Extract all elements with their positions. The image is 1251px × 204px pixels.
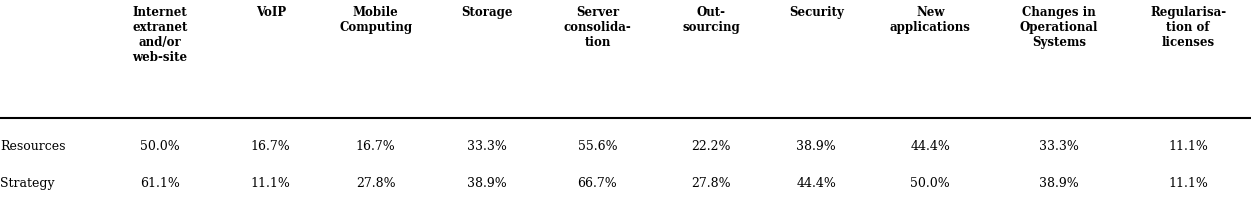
Text: 38.9%: 38.9% — [1040, 177, 1080, 190]
Text: 38.9%: 38.9% — [467, 177, 507, 190]
Text: 44.4%: 44.4% — [911, 140, 951, 153]
Text: 11.1%: 11.1% — [250, 177, 290, 190]
Text: Out-
sourcing: Out- sourcing — [683, 6, 741, 34]
Text: 33.3%: 33.3% — [467, 140, 507, 153]
Text: 55.6%: 55.6% — [578, 140, 617, 153]
Text: Server
consolida-
tion: Server consolida- tion — [564, 6, 632, 49]
Text: Security: Security — [789, 6, 843, 19]
Text: Regularisa-
tion of
licenses: Regularisa- tion of licenses — [1150, 6, 1226, 49]
Text: 33.3%: 33.3% — [1040, 140, 1080, 153]
Text: 50.0%: 50.0% — [911, 177, 950, 190]
Text: 50.0%: 50.0% — [140, 140, 180, 153]
Text: 16.7%: 16.7% — [250, 140, 290, 153]
Text: 38.9%: 38.9% — [797, 140, 836, 153]
Text: New
applications: New applications — [889, 6, 971, 34]
Text: 16.7%: 16.7% — [355, 140, 395, 153]
Text: Mobile
Computing: Mobile Computing — [339, 6, 412, 34]
Text: 66.7%: 66.7% — [578, 177, 617, 190]
Text: 11.1%: 11.1% — [1168, 177, 1208, 190]
Text: 27.8%: 27.8% — [692, 177, 731, 190]
Text: Strategy: Strategy — [0, 177, 55, 190]
Text: 27.8%: 27.8% — [355, 177, 395, 190]
Text: 44.4%: 44.4% — [797, 177, 836, 190]
Text: Internet
extranet
and/or
web-site: Internet extranet and/or web-site — [133, 6, 188, 64]
Text: Resources: Resources — [0, 140, 65, 153]
Text: Storage: Storage — [460, 6, 513, 19]
Text: VoIP: VoIP — [255, 6, 285, 19]
Text: Changes in
Operational
Systems: Changes in Operational Systems — [1020, 6, 1098, 49]
Text: 61.1%: 61.1% — [140, 177, 180, 190]
Text: 22.2%: 22.2% — [692, 140, 731, 153]
Text: 11.1%: 11.1% — [1168, 140, 1208, 153]
